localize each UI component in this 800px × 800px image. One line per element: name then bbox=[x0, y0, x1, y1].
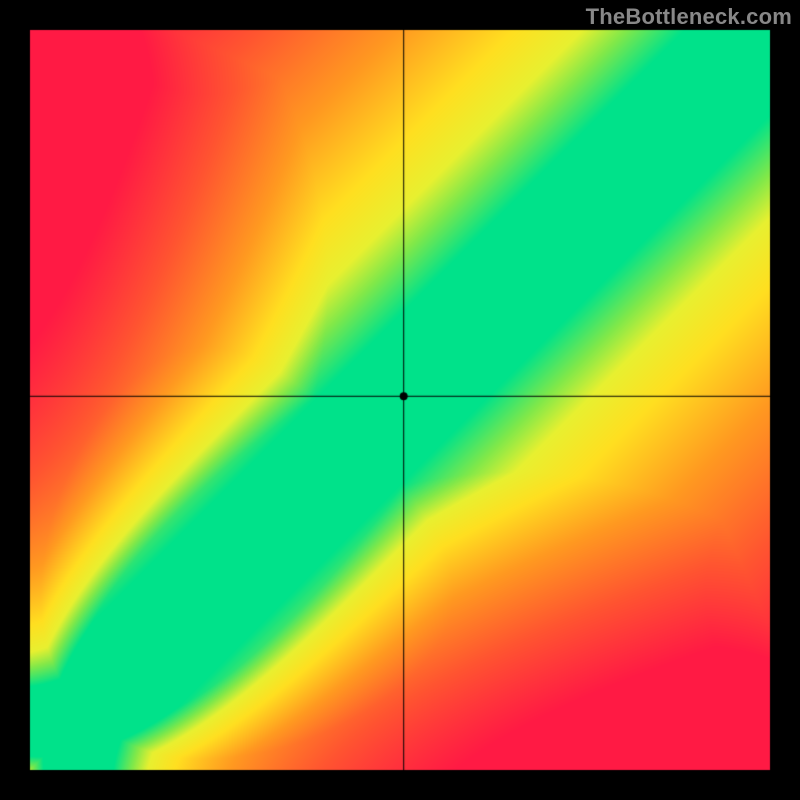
heatmap-canvas bbox=[0, 0, 800, 800]
bottleneck-heatmap: TheBottleneck.com bbox=[0, 0, 800, 800]
watermark-text: TheBottleneck.com bbox=[586, 4, 792, 30]
